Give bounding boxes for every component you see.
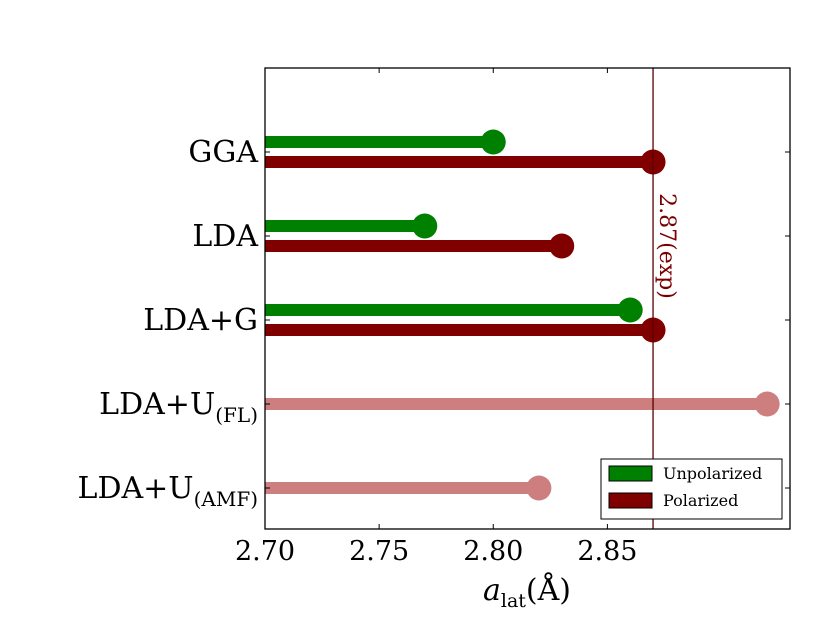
x-tick-label-1: 2.75 [349,536,409,567]
legend-label-unpolarized: Unpolarized [663,464,762,483]
y-label-main: LDA+U [78,471,194,506]
bars-layer [265,129,780,501]
bar-polarized-lda-g [265,324,654,336]
point-unpolarized-lda [412,213,438,239]
bar-polarized-gga [265,156,654,168]
point-uncertain-lda-u-amf [526,475,552,501]
bar-uncertain-lda-u-fl [265,398,768,410]
y-label-main: LDA+G [143,303,258,338]
axis-ticks [264,68,790,529]
x-tick-label-2: 2.80 [463,536,523,567]
bar-unpolarized-gga [265,136,494,148]
point-uncertain-lda-u-fl [754,391,780,417]
y-label-lda-u-fl: LDA+U(FL) [99,387,258,427]
y-label-main: LDA+U [99,387,215,422]
point-polarized-lda [549,233,575,259]
x-tick-label-3: 2.85 [577,536,637,567]
bar-polarized-lda [265,240,562,252]
x-axis-label-symbol: a [483,573,501,608]
bar-unpolarized-lda [265,220,425,232]
x-axis-label: alat(Å) [483,572,571,612]
y-label-main: GGA [188,135,258,170]
y-label-subscript: (FL) [215,403,258,427]
plot-frame [264,67,791,530]
legend-swatch-unpolarized [608,465,653,482]
point-unpolarized-gga [480,129,506,155]
y-label-lda: LDA [192,219,258,254]
bar-uncertain-lda-u-amf [265,482,539,494]
y-label-lda-g: LDA+G [143,303,258,338]
legend-swatch-polarized [608,492,653,509]
x-axis-label-subscript: lat [501,590,526,612]
x-tick-label-0: 2.70 [235,536,295,567]
legend-label-polarized: Polarized [663,491,738,510]
legend: Unpolarized Polarized [600,458,783,520]
x-axis-tick-labels: 2.70 2.75 2.80 2.85 [235,536,638,567]
y-label-lda-u-amf: LDA+U(AMF) [78,471,258,511]
y-label-subscript: (AMF) [194,487,258,511]
bar-unpolarized-lda-g [265,304,631,316]
point-unpolarized-lda-g [617,297,643,323]
y-label-main: LDA [192,219,258,254]
reference-line-label: 2.87(exp) [654,193,679,299]
x-axis-label-unit: (Å) [526,572,571,608]
y-label-gga: GGA [188,135,258,170]
